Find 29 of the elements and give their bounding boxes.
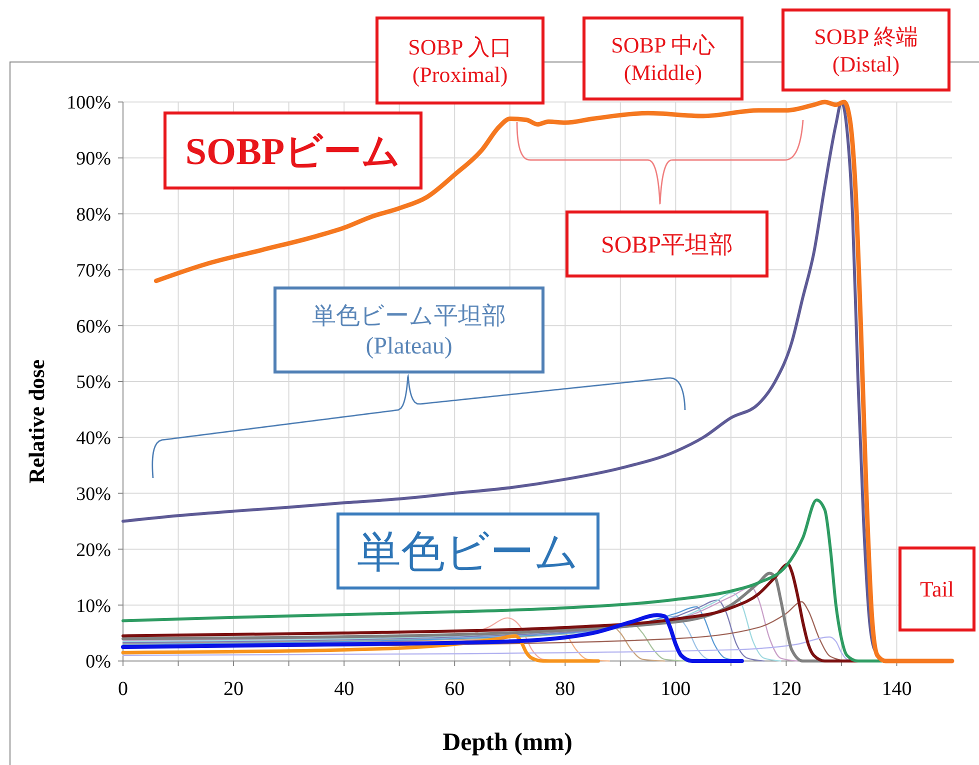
x-tick-label: 20	[224, 678, 244, 700]
x-tick-label: 100	[660, 678, 691, 700]
y-tick-label: 60%	[76, 316, 112, 338]
y-tick-label: 50%	[76, 372, 112, 394]
x-tick-label: 140	[882, 678, 912, 700]
text: SOBP 入口 (Proximal)	[408, 34, 512, 87]
y-tick-label: 90%	[76, 148, 112, 170]
x-tick-label: 40	[334, 678, 354, 700]
text: SOBP 中心 (Middle)	[611, 32, 715, 85]
x-tick-label: 0	[118, 678, 128, 700]
y-tick-label: 0%	[86, 652, 112, 673]
y-tick-label: 40%	[76, 428, 112, 450]
y-tick-label: 80%	[76, 204, 112, 226]
y-tick-label: 10%	[76, 596, 112, 617]
annotation: 単色ビーム	[357, 527, 579, 576]
x-tick-label: 80	[555, 678, 576, 700]
y-axis-title: Relative dose	[24, 359, 49, 484]
annotation: SOBPビーム	[185, 130, 401, 173]
annotation: Tail	[920, 576, 954, 602]
y-tick-label: 20%	[76, 540, 112, 561]
annotation: 単色ビーム平坦部 (Plateau)	[312, 302, 506, 360]
x-axis-title: Depth (mm)	[442, 729, 572, 756]
text: SOBP 終端 (Distal)	[814, 24, 918, 76]
y-tick-label: 100%	[66, 92, 112, 114]
y-tick-label: 70%	[76, 260, 112, 282]
x-tick-label: 60	[444, 678, 465, 700]
x-tick-label: 120	[771, 678, 802, 700]
annotation: SOBP平坦部	[600, 231, 734, 258]
y-tick-label: 30%	[76, 484, 112, 505]
